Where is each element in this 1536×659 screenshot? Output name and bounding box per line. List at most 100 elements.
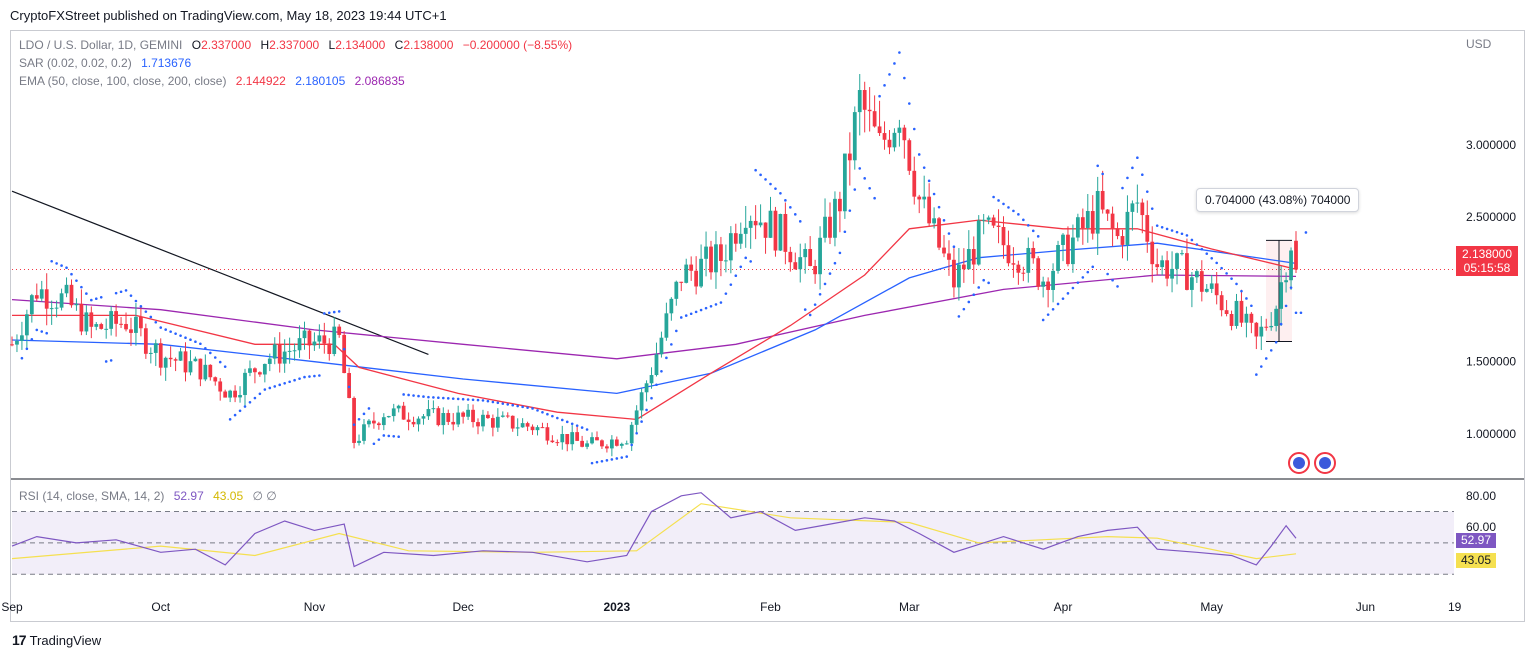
candle-body: [1180, 253, 1184, 255]
sar-dot: [94, 297, 98, 300]
candle-body: [1080, 217, 1085, 229]
ema200-value: 2.086835: [354, 74, 405, 88]
time-tick-label: Oct: [151, 600, 170, 614]
sar-dot: [610, 458, 614, 461]
candle-body: [411, 421, 416, 425]
sar-dot: [1111, 278, 1114, 282]
sar-dot: [665, 356, 668, 360]
candle-body: [436, 408, 441, 426]
sar-dot: [1076, 281, 1080, 284]
sar-dot: [798, 220, 802, 223]
sar-dot: [516, 404, 519, 408]
candle-body: [917, 196, 922, 200]
sar-dot: [848, 209, 852, 212]
candle-body: [773, 210, 778, 251]
candle-body: [262, 363, 267, 375]
candle-body: [813, 266, 818, 275]
candle-body: [461, 412, 466, 417]
candle-body: [1279, 282, 1284, 309]
sar-dot: [1012, 209, 1015, 213]
sar-dot: [1190, 238, 1194, 242]
candle-body: [694, 270, 699, 287]
sar-dot: [660, 369, 663, 373]
sar-dot: [595, 460, 599, 464]
sar-dot: [1255, 373, 1258, 376]
sar-dot: [655, 383, 658, 387]
sar-dot: [620, 456, 624, 459]
sar-dot: [833, 261, 837, 265]
candle-body: [679, 281, 684, 283]
candle-body: [1165, 260, 1169, 279]
candle-body: [168, 357, 173, 360]
candle-body: [595, 437, 599, 441]
sar-dot: [109, 359, 113, 362]
candle-body: [1294, 240, 1298, 270]
candle-body: [867, 109, 872, 112]
sar-dot: [471, 398, 475, 402]
candle-body: [233, 390, 237, 398]
candle-body: [560, 434, 565, 443]
candle-body: [347, 373, 351, 398]
sar-dot: [1101, 172, 1104, 176]
sar-dot: [972, 293, 976, 296]
sar-dot: [813, 303, 817, 306]
candle-body: [609, 439, 614, 449]
sar-dot: [1061, 297, 1065, 300]
sar-dot: [412, 394, 415, 397]
sar-dot: [952, 245, 956, 248]
candle-body: [505, 415, 510, 417]
sar-dot: [605, 459, 609, 462]
candle-body: [357, 440, 361, 443]
sar-dot: [258, 392, 262, 396]
sar-dot: [164, 328, 167, 331]
price-tick-label: 1.500000: [1466, 355, 1516, 369]
sar-dot: [1091, 265, 1095, 269]
candle-body: [490, 418, 495, 428]
candle-body: [724, 260, 728, 262]
candle-body: [798, 257, 803, 270]
candle-body: [570, 432, 575, 445]
candle-body: [748, 220, 753, 228]
sar-dot: [997, 199, 1000, 202]
candle-body: [902, 127, 907, 141]
candle-body: [709, 246, 713, 273]
candle-body: [976, 220, 981, 265]
candle-body: [208, 364, 213, 378]
candle-body: [134, 316, 138, 333]
candle-body: [1115, 228, 1120, 237]
candle-body: [148, 352, 153, 354]
sar-dot: [1225, 272, 1228, 275]
candle-body: [178, 351, 183, 361]
candle-body: [143, 328, 148, 354]
time-tick-label: Sep: [1, 600, 23, 614]
sar-dot: [174, 332, 177, 335]
candle-body: [659, 337, 664, 355]
candle-body: [674, 281, 679, 299]
sar-dot: [754, 168, 757, 172]
sar-dot: [1081, 276, 1085, 279]
candle-body: [887, 139, 892, 148]
price-range-measure[interactable]: 0.704000 (43.08%) 704000: [1196, 188, 1360, 212]
candle-body: [456, 412, 461, 425]
rsi-label: RSI (14, close, SMA, 14, 2): [19, 489, 165, 503]
candle-body: [1085, 211, 1090, 229]
sar-dot: [719, 301, 723, 304]
price-tick-label: 1.000000: [1466, 427, 1516, 441]
sar-dot: [75, 279, 78, 282]
time-tick-label: 19: [1448, 600, 1462, 614]
candle-body: [248, 368, 252, 373]
rsi-sma-tag: 43.05: [1456, 553, 1496, 568]
sar-dot: [709, 304, 713, 308]
sar-dot: [308, 375, 311, 378]
sar-dot: [218, 360, 222, 364]
sar-dot: [273, 385, 277, 388]
candle-body: [1145, 215, 1150, 242]
sar-dot: [917, 153, 921, 156]
sar-dot: [243, 405, 247, 408]
sar-dot: [828, 272, 832, 275]
sar-dot: [551, 414, 554, 418]
sar-dot: [204, 347, 207, 350]
candle-body: [942, 247, 946, 254]
sar-dot: [863, 177, 866, 180]
